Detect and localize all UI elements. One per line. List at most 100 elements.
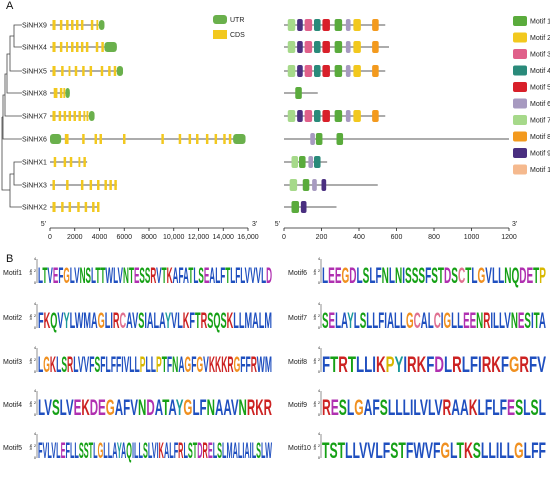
cds — [83, 111, 86, 121]
cds — [99, 134, 102, 144]
logo-ytick: 0 — [34, 456, 36, 460]
gene-name: SiNHX9 — [22, 23, 47, 30]
motif-box — [345, 41, 351, 53]
logo-ytick: 4 — [318, 257, 320, 261]
motif-box — [299, 156, 306, 168]
legend-swatch — [513, 164, 527, 175]
logo-ylabel: bits — [29, 314, 33, 320]
motif-box — [353, 19, 361, 31]
cds — [64, 134, 69, 144]
cds — [82, 134, 85, 144]
logo-ytick: 2 — [318, 444, 320, 448]
utr — [50, 134, 62, 144]
logo-ylabel: bits — [29, 444, 33, 450]
gene-name: SiNHX8 — [22, 91, 47, 98]
motif-box — [322, 110, 330, 122]
cds — [68, 66, 71, 76]
logo-ylabel: bits — [313, 314, 317, 320]
motif-box — [334, 41, 343, 53]
utr — [98, 20, 105, 30]
gene-name: SiNHX6 — [22, 137, 47, 144]
motif-box — [312, 179, 317, 191]
axis-end: 5' — [41, 221, 46, 228]
cds — [52, 180, 55, 190]
cds — [100, 66, 104, 76]
motif-box — [345, 110, 351, 122]
motif-box — [336, 133, 344, 145]
motif-box — [353, 110, 361, 122]
legend-label: Motif 3 — [530, 52, 550, 59]
motif-box — [314, 156, 321, 168]
motif-box — [295, 87, 302, 99]
motif-box — [345, 19, 351, 31]
cds — [78, 157, 81, 167]
legend-swatch — [513, 98, 527, 109]
cds — [89, 180, 93, 190]
legend-swatch — [513, 16, 527, 26]
cds — [223, 134, 226, 144]
x-tick-label: 8000 — [141, 234, 157, 241]
cds — [85, 42, 89, 52]
cds — [71, 42, 74, 52]
motif-box — [289, 179, 298, 191]
motif-box — [304, 65, 313, 77]
logo-ytick: 2 — [318, 401, 320, 405]
cds — [66, 42, 68, 52]
cds — [89, 66, 93, 76]
cds — [75, 20, 79, 30]
motif-box — [345, 65, 351, 77]
cds — [59, 88, 63, 98]
utr — [233, 134, 246, 144]
cds — [71, 20, 74, 30]
cds — [205, 134, 209, 144]
logo-ytick: 4 — [34, 346, 36, 350]
motif-box — [372, 19, 379, 31]
x-tick-label: 4000 — [92, 234, 108, 241]
motif-box — [291, 156, 299, 168]
legend-swatch — [213, 15, 227, 24]
cds — [101, 42, 104, 52]
logo-ytick: 4 — [318, 432, 320, 436]
utr — [88, 111, 95, 121]
cds — [188, 134, 192, 144]
legend-swatch — [513, 65, 527, 76]
legend-label: CDS — [230, 32, 245, 39]
legend-label: Motif 6 — [530, 101, 550, 108]
legend-swatch — [513, 49, 527, 59]
cds — [86, 111, 89, 121]
cds — [66, 20, 69, 30]
legend-label: Motif 1 — [530, 19, 550, 26]
motif-name: Motif7 — [288, 315, 307, 322]
motif-box — [314, 41, 321, 53]
cds — [80, 42, 84, 52]
cds — [97, 180, 100, 190]
logo-ytick: 0 — [34, 281, 36, 285]
x-tick-label: 14,000 — [213, 234, 235, 241]
cds — [66, 180, 69, 190]
motif-box — [372, 65, 379, 77]
motif-box — [334, 65, 343, 77]
legend-label: UTR — [230, 17, 244, 24]
cds — [92, 202, 95, 212]
cds — [59, 42, 63, 52]
logo-ytick: 0 — [318, 281, 320, 285]
panel-label: A — [6, 0, 14, 12]
cds — [161, 134, 164, 144]
legend-swatch — [513, 32, 527, 43]
cds — [68, 111, 72, 121]
logo-ytick: 4 — [318, 346, 320, 350]
logo-ytick: 0 — [34, 370, 36, 374]
motif-box — [334, 110, 343, 122]
cds — [75, 42, 79, 52]
legend-label: Motif 9 — [530, 151, 550, 158]
logo-ytick: 4 — [34, 432, 36, 436]
cds — [63, 157, 67, 167]
x-tick-label: 1000 — [464, 234, 480, 241]
cds — [178, 134, 182, 144]
legend-label: Motif 2 — [530, 35, 550, 42]
motif-name: Motif6 — [288, 270, 307, 277]
cds — [52, 42, 56, 52]
motif-box — [372, 110, 379, 122]
cds — [78, 111, 81, 121]
